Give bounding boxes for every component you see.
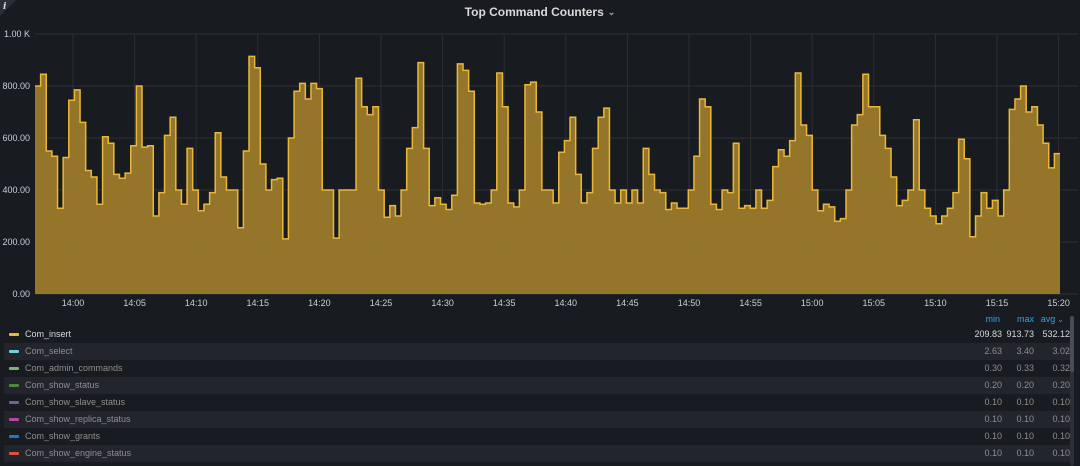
legend-table: min max avg ⌄ Com_insert 209.83 913.73 532.1…	[4, 310, 1070, 462]
legend-avg-value: 0.20	[1052, 380, 1070, 390]
legend-avg-value: 0.10	[1052, 397, 1070, 407]
legend-avg-value: 0.10	[1052, 431, 1070, 441]
x-tick-label: 14:00	[62, 298, 85, 308]
legend-row[interactable]: Com_show_status 0.20 0.20 0.20	[4, 377, 1070, 394]
y-tick-label: 1.00 K	[4, 29, 30, 39]
x-tick-label: 15:00	[801, 298, 824, 308]
legend-min-value: 209.83	[974, 329, 1002, 339]
legend-min-value: 0.30	[984, 363, 1002, 373]
legend-color-swatch[interactable]	[9, 384, 19, 387]
legend-min-value: 0.20	[984, 380, 1002, 390]
legend-col-max[interactable]: max	[1016, 314, 1034, 324]
legend-max-value: 3.40	[1016, 346, 1034, 356]
panel-title[interactable]: Top Command Counters	[464, 5, 604, 19]
legend-series-name[interactable]: Com_show_replica_status	[25, 414, 131, 424]
legend-min-value: 0.10	[984, 431, 1002, 441]
x-tick-label: 14:10	[185, 298, 208, 308]
chevron-down-icon: ⌄	[1057, 315, 1064, 324]
y-tick-label: 0.00	[12, 289, 30, 299]
legend-color-swatch[interactable]	[9, 350, 19, 353]
x-tick-label: 15:20	[1047, 298, 1070, 308]
legend-color-swatch[interactable]	[9, 367, 19, 370]
legend-row[interactable]: Com_show_slave_status 0.10 0.10 0.10	[4, 394, 1070, 411]
legend-max-value: 913.73	[1006, 329, 1034, 339]
legend-color-swatch[interactable]	[9, 452, 19, 455]
legend-max-value: 0.20	[1016, 380, 1034, 390]
chart-canvas: 0.00 200.00 400.00 600.00 800.00 1.00 K 14:00 1…	[2, 29, 1078, 308]
legend-min-value: 0.10	[984, 448, 1002, 458]
legend-max-value: 0.10	[1016, 414, 1034, 424]
series-com-insert-area	[35, 56, 1060, 295]
legend-min-value: 0.10	[984, 397, 1002, 407]
legend-avg-value: 532.12	[1042, 329, 1070, 339]
legend-max-value: 0.10	[1016, 431, 1034, 441]
legend-min-value: 2.63	[984, 346, 1002, 356]
legend-col-avg[interactable]: avg ⌄	[1034, 314, 1064, 324]
y-tick-label: 800.00	[2, 81, 30, 91]
series-com-insert-line	[35, 55, 1060, 240]
legend-row[interactable]: Com_insert 209.83 913.73 532.12	[4, 326, 1070, 343]
legend-series-name[interactable]: Com_insert	[25, 329, 72, 339]
y-tick-label: 200.00	[2, 237, 30, 247]
legend-scrollbar[interactable]	[1070, 316, 1074, 466]
x-tick-label: 14:40	[555, 298, 578, 308]
legend-row[interactable]: Com_show_engine_status 0.10 0.10 0.10	[4, 445, 1070, 462]
x-tick-label: 14:15	[247, 298, 270, 308]
legend-avg-value: 3.02	[1052, 346, 1070, 356]
legend-color-swatch[interactable]	[9, 418, 19, 421]
legend-series-name[interactable]: Com_show_grants	[25, 431, 101, 441]
x-tick-label: 15:15	[986, 298, 1009, 308]
legend-series-name[interactable]: Com_select	[25, 346, 73, 356]
legend-rows: Com_insert 209.83 913.73 532.12 Com_select 2.…	[4, 326, 1070, 462]
x-tick-label: 14:05	[123, 298, 146, 308]
y-tick-label: 400.00	[2, 185, 30, 195]
legend-header: min max avg ⌄	[4, 310, 1070, 326]
panel-title-area[interactable]: Top Command Counters ⌄	[0, 5, 1080, 19]
y-tick-label: 600.00	[2, 133, 30, 143]
x-tick-label: 14:50	[678, 298, 701, 308]
legend-series-name[interactable]: Com_show_status	[25, 380, 100, 390]
legend-max-value: 0.10	[1016, 397, 1034, 407]
legend-max-value: 0.33	[1016, 363, 1034, 373]
chevron-down-icon[interactable]: ⌄	[607, 7, 616, 17]
legend-row[interactable]: Com_admin_commands 0.30 0.33 0.32	[4, 360, 1070, 377]
legend-color-swatch[interactable]	[9, 435, 19, 438]
legend-color-swatch[interactable]	[9, 401, 19, 404]
x-tick-label: 14:25	[370, 298, 393, 308]
legend-row[interactable]: Com_select 2.63 3.40 3.02	[4, 343, 1070, 360]
x-tick-label: 14:35	[493, 298, 516, 308]
x-tick-label: 14:20	[308, 298, 331, 308]
legend-color-swatch[interactable]	[9, 333, 19, 336]
legend-avg-value: 0.10	[1052, 414, 1070, 424]
x-tick-label: 14:45	[616, 298, 639, 308]
x-tick-label: 14:55	[739, 298, 762, 308]
legend-avg-value: 0.32	[1052, 363, 1070, 373]
legend-scroll-thumb[interactable]	[1070, 316, 1074, 372]
legend-max-value: 0.10	[1016, 448, 1034, 458]
legend-row[interactable]: Com_show_grants 0.10 0.10 0.10	[4, 428, 1070, 445]
legend-series-name[interactable]: Com_show_engine_status	[25, 448, 132, 458]
legend-col-avg-label: avg	[1040, 314, 1056, 324]
legend-row[interactable]: Com_show_replica_status 0.10 0.10 0.10	[4, 411, 1070, 428]
legend-col-min[interactable]: min	[985, 314, 1000, 324]
legend-avg-value: 0.10	[1052, 448, 1070, 458]
x-tick-label: 15:05	[863, 298, 886, 308]
x-tick-label: 14:30	[431, 298, 454, 308]
legend-series-name[interactable]: Com_show_slave_status	[25, 397, 126, 407]
legend-min-value: 0.10	[984, 414, 1002, 424]
x-tick-label: 15:10	[924, 298, 947, 308]
legend-series-name[interactable]: Com_admin_commands	[25, 363, 123, 373]
